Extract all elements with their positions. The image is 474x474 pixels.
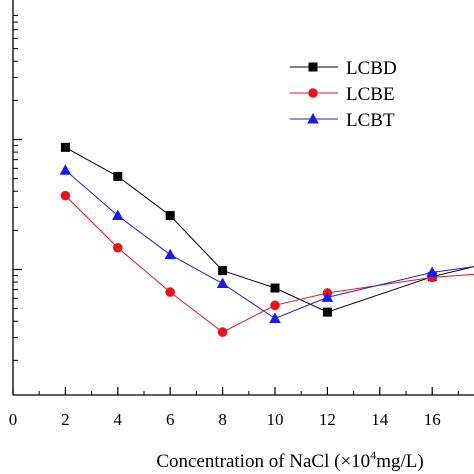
data-point-lcbd xyxy=(165,211,175,221)
data-point-lcbt xyxy=(112,209,124,221)
legend-label: LCBT xyxy=(346,110,395,131)
data-point-lcbd xyxy=(113,171,123,181)
x-tick-label: 2 xyxy=(61,410,70,429)
data-point-lcbd xyxy=(270,283,280,293)
x-tick-label: 10 xyxy=(267,410,284,429)
data-point-lcbe xyxy=(165,287,175,297)
data-point-lcbe xyxy=(113,242,123,253)
series-line-lcbe xyxy=(65,195,474,333)
x-tick-label: 8 xyxy=(218,410,227,429)
legend-marker xyxy=(308,88,318,98)
series-lcbe xyxy=(60,190,474,337)
data-point-lcbt xyxy=(59,164,72,175)
series-line-lcbd xyxy=(65,146,474,313)
data-point-lcbd xyxy=(218,266,228,276)
series-lcbt xyxy=(59,164,474,323)
data-point-lcbe xyxy=(60,190,71,201)
data-point-lcbe xyxy=(217,327,228,337)
series-layer xyxy=(59,142,474,337)
x-axis-label-prefix: Concentration of NaCl (×10 xyxy=(156,451,370,472)
series-line-lcbt xyxy=(65,169,474,320)
x-tick-label: 12 xyxy=(319,410,336,429)
legend-label: LCBE xyxy=(346,84,395,105)
series-lcbd xyxy=(60,142,474,317)
x-tick-label: 16 xyxy=(424,410,441,429)
legend: LCBD LCBE LCBT xyxy=(290,58,397,131)
data-point-lcbd xyxy=(322,307,332,317)
x-ticks: 0 2 4 6 8 10 12 14 16 xyxy=(9,387,459,429)
axes xyxy=(12,0,474,396)
data-point-lcbt xyxy=(216,277,229,289)
legend-marker xyxy=(308,62,318,72)
x-tick-label: 4 xyxy=(114,410,123,429)
legend-item-lcbe: LCBE xyxy=(290,84,395,105)
data-point-lcbe xyxy=(270,300,280,311)
data-point-lcbt xyxy=(164,248,176,260)
legend-marker xyxy=(307,113,319,124)
data-point-lcbt xyxy=(426,266,438,277)
x-tick-label: 14 xyxy=(371,410,389,429)
x-tick-label: 6 xyxy=(166,410,175,429)
data-point-lcbt xyxy=(321,291,334,302)
legend-item-lcbd: LCBD xyxy=(290,58,397,79)
x-axis-label: Concentration of NaCl (×104mg/L) xyxy=(156,448,423,472)
legend-item-lcbt: LCBT xyxy=(290,110,395,131)
x-axis-label-superscript: 4 xyxy=(370,448,376,462)
legend-label: LCBD xyxy=(346,58,397,79)
data-point-lcbd xyxy=(60,142,70,152)
data-point-lcbt xyxy=(269,312,281,323)
x-axis-label-suffix: mg/L) xyxy=(376,451,424,472)
x-tick-label: 0 xyxy=(9,410,18,429)
y-ticks xyxy=(13,14,22,361)
